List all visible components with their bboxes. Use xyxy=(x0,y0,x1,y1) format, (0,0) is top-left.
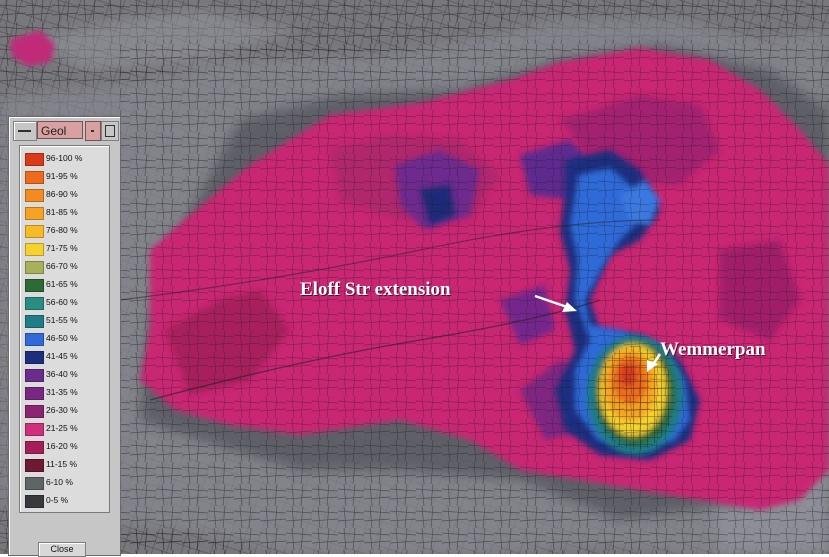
legend-label: 86-90 % xyxy=(46,189,78,199)
legend-label: 0-5 % xyxy=(46,495,69,505)
minimize-button[interactable] xyxy=(85,121,101,141)
legend-label: 11-15 % xyxy=(46,459,78,469)
wemmerpan-label: Wemmerpan xyxy=(660,339,766,360)
legend-swatch xyxy=(25,207,44,220)
window-titlebar[interactable]: Geol xyxy=(11,119,119,141)
legend-panel: 96-100 % 91-95 % 86-90 % 81-85 % 76-80 % 71-7… xyxy=(19,145,110,513)
legend-swatch xyxy=(25,189,44,202)
legend-swatch xyxy=(25,171,44,184)
legend-label: 46-50 % xyxy=(46,333,78,343)
window-title: Geol xyxy=(37,121,83,139)
legend-row: 61-65 % xyxy=(23,276,107,292)
legend-row: 6-10 % xyxy=(23,474,107,490)
legend-swatch xyxy=(25,279,44,292)
legend-label: 41-45 % xyxy=(46,351,78,361)
legend-row: 71-75 % xyxy=(23,240,107,256)
legend-swatch xyxy=(25,441,44,454)
legend-label: 66-70 % xyxy=(46,261,78,271)
legend-swatch xyxy=(25,261,44,274)
legend-swatch xyxy=(25,297,44,310)
maximize-button[interactable] xyxy=(101,121,119,141)
legend-label: 76-80 % xyxy=(46,225,78,235)
legend-label: 16-20 % xyxy=(46,441,78,451)
hotspot-top-left xyxy=(10,30,55,66)
legend-label: 71-75 % xyxy=(46,243,78,253)
wemmerpan-arrow xyxy=(647,353,662,372)
legend-swatch xyxy=(25,315,44,328)
legend-row: 96-100 % xyxy=(23,150,107,166)
legend-label: 56-60 % xyxy=(46,297,78,307)
legend-row: 26-30 % xyxy=(23,402,107,418)
legend-row: 86-90 % xyxy=(23,186,107,202)
close-button[interactable]: Close xyxy=(38,542,86,557)
legend-row: 51-55 % xyxy=(23,312,107,328)
legend-label: 61-65 % xyxy=(46,279,78,289)
legend-row: 91-95 % xyxy=(23,168,107,184)
legend-row: 31-35 % xyxy=(23,384,107,400)
legend-row: 76-80 % xyxy=(23,222,107,238)
legend-swatch xyxy=(25,495,44,508)
legend-swatch xyxy=(25,369,44,382)
legend-label: 36-40 % xyxy=(46,369,78,379)
legend-row: 66-70 % xyxy=(23,258,107,274)
legend-swatch xyxy=(25,153,44,166)
legend-row: 21-25 % xyxy=(23,420,107,436)
legend-row: 56-60 % xyxy=(23,294,107,310)
legend-swatch xyxy=(25,423,44,436)
legend-swatch xyxy=(25,243,44,256)
legend-label: 6-10 % xyxy=(46,477,73,487)
legend-window[interactable]: Geol 96-100 % 91-95 % 86-90 % 81-85 % 76-80 … xyxy=(8,116,121,557)
legend-swatch xyxy=(25,333,44,346)
legend-row: 36-40 % xyxy=(23,366,107,382)
legend-label: 21-25 % xyxy=(46,423,78,433)
legend-swatch xyxy=(25,387,44,400)
street-overlay xyxy=(120,40,829,554)
eloff-arrow xyxy=(534,294,577,312)
legend-row: 16-20 % xyxy=(23,438,107,454)
legend-swatch xyxy=(25,225,44,238)
legend-label: 26-30 % xyxy=(46,405,78,415)
rail-line xyxy=(149,299,601,401)
legend-label: 91-95 % xyxy=(46,171,78,181)
legend-swatch xyxy=(25,477,44,490)
legend-row: 41-45 % xyxy=(23,348,107,364)
legend-row: 11-15 % xyxy=(23,456,107,472)
legend-row: 0-5 % xyxy=(23,492,107,508)
eloff-str-extension-label: Eloff Str extension xyxy=(300,279,451,300)
legend-swatch xyxy=(25,351,44,364)
legend-label: 31-35 % xyxy=(46,387,78,397)
legend-row: 46-50 % xyxy=(23,330,107,346)
legend-swatch xyxy=(25,459,44,472)
legend-label: 96-100 % xyxy=(46,153,83,163)
legend-swatch xyxy=(25,405,44,418)
legend-row: 81-85 % xyxy=(23,204,107,220)
window-menu-button[interactable] xyxy=(13,121,37,141)
legend-label: 51-55 % xyxy=(46,315,78,325)
arterial-road xyxy=(119,219,661,301)
legend-label: 81-85 % xyxy=(46,207,78,217)
